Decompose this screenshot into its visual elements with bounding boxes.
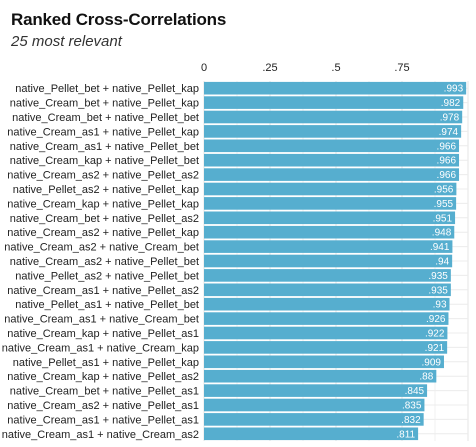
value-label: .941 (430, 242, 450, 253)
x-tick-label: .5 (331, 62, 340, 74)
category-label: native_Cream_kap + native_Pellet_bet (10, 155, 199, 167)
bar (204, 225, 455, 239)
bar (204, 240, 453, 253)
value-label: .974 (439, 127, 459, 138)
value-label: .966 (437, 170, 457, 181)
bar (204, 341, 448, 354)
bar (204, 413, 424, 426)
bar (204, 326, 448, 340)
bar (204, 269, 451, 282)
value-label: .935 (428, 271, 448, 282)
bar (204, 297, 450, 311)
value-label: .966 (437, 141, 457, 152)
bar (204, 355, 444, 369)
value-label: .956 (434, 185, 454, 196)
bars (204, 81, 467, 441)
bar (204, 283, 451, 297)
value-label: .982 (441, 98, 461, 109)
bar (204, 168, 460, 181)
category-label: native_Cream_as1 + native_Cream_bet (4, 314, 199, 326)
category-label: native_Pellet_bet + native_Pellet_kap (15, 83, 199, 95)
value-label: .909 (422, 357, 442, 368)
value-label: .951 (433, 213, 453, 224)
value-label: .93 (433, 300, 447, 311)
chart-subtitle: 25 most relevant (11, 33, 122, 50)
bar (204, 398, 425, 412)
category-label: native_Cream_kap + native_Pellet_kap (7, 198, 199, 210)
category-label: native_Cream_kap + native_Pellet_as2 (7, 371, 199, 383)
category-label: native_Cream_as2 + native_Cream_bet (4, 242, 199, 254)
bar (204, 125, 462, 138)
bar (204, 369, 437, 383)
bar (204, 312, 449, 325)
category-label: native_Cream_bet + native_Pellet_bet (12, 112, 199, 124)
value-label: .966 (437, 156, 457, 167)
bar (204, 384, 428, 397)
category-label: native_Cream_as2 + native_Pellet_as1 (7, 400, 199, 412)
category-label: native_Pellet_as1 + native_Pellet_bet (15, 299, 199, 311)
category-label: native_Pellet_as2 + native_Pellet_kap (13, 184, 199, 196)
category-labels: native_Pellet_bet + native_Pellet_kapnat… (2, 83, 199, 441)
bar (204, 211, 456, 225)
category-label: native_Cream_as2 + native_Pellet_as2 (7, 170, 199, 182)
bar (204, 182, 457, 196)
x-tick-label: .25 (262, 62, 277, 74)
value-label: .832 (401, 415, 421, 426)
x-tick-label: .75 (394, 62, 409, 74)
value-label: .935 (428, 285, 448, 296)
x-tick-label: 0 (201, 62, 207, 74)
x-tick-labels: 0 .25 .5 .75 (201, 62, 410, 74)
value-label: .948 (432, 228, 452, 239)
category-label: native_Cream_as1 + native_Cream_kap (2, 342, 199, 354)
category-label: native_Cream_as1 + native_Pellet_bet (10, 141, 199, 153)
category-label: native_Cream_kap + native_Pellet_as1 (7, 328, 199, 340)
value-label: .922 (425, 329, 445, 340)
category-label: native_Pellet_as1 + native_Pellet_kap (13, 357, 199, 369)
value-label: .926 (426, 314, 446, 325)
category-label: native_Cream_bet + native_Pellet_as2 (10, 213, 199, 225)
category-label: native_Cream_as1 + native_Cream_as2 (2, 429, 199, 441)
bar (204, 153, 460, 167)
category-label: native_Cream_as2 + native_Pellet_kap (7, 227, 199, 239)
category-label: native_Cream_as1 + native_Pellet_as1 (7, 414, 199, 426)
value-label: .94 (435, 257, 449, 268)
category-label: native_Cream_bet + native_Pellet_as1 (10, 386, 199, 398)
value-label: .955 (434, 199, 454, 210)
category-label: native_Cream_as1 + native_Pellet_as2 (7, 285, 199, 297)
bar (204, 427, 419, 441)
bar (204, 110, 463, 124)
value-label: .835 (402, 401, 422, 412)
chart-title: Ranked Cross-Correlations (11, 10, 227, 29)
category-label: native_Cream_bet + native_Pellet_kap (10, 98, 199, 110)
value-label: .811 (396, 429, 415, 440)
value-label: .845 (405, 386, 425, 397)
value-label: .993 (444, 84, 464, 95)
bar (204, 96, 464, 109)
bar (204, 197, 457, 210)
bar (204, 139, 460, 153)
bar (204, 81, 467, 95)
value-label: .978 (440, 113, 460, 124)
value-labels: .993 .982 .978 .974 .966 .966 .966 .956 .955 .951… (396, 84, 463, 441)
category-label: native_Cream_as2 + native_Pellet_bet (10, 256, 199, 268)
value-label: .88 (419, 372, 433, 383)
category-label: native_Pellet_as2 + native_Pellet_bet (15, 270, 199, 282)
bar (204, 254, 453, 268)
value-label: .921 (425, 343, 445, 354)
category-label: native_Cream_as1 + native_Pellet_kap (7, 126, 199, 138)
